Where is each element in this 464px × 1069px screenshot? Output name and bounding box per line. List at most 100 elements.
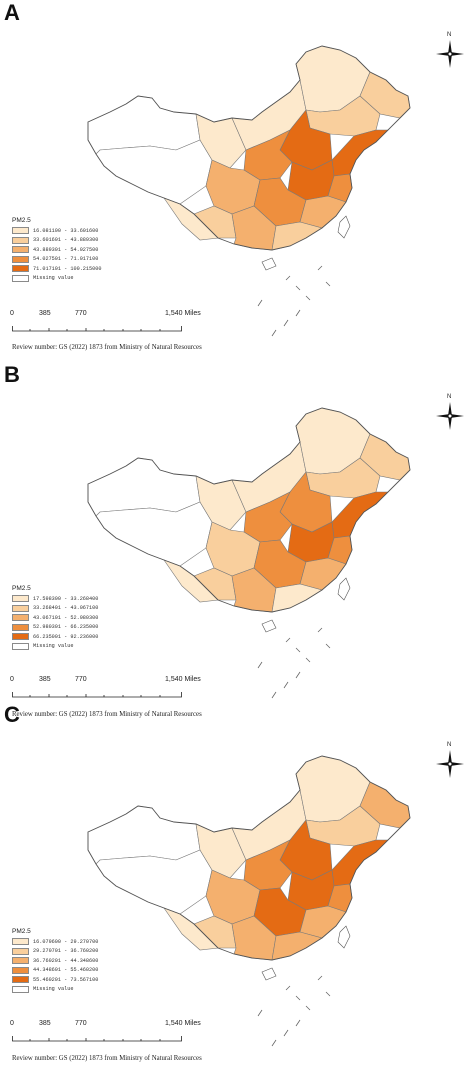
legend-entry-label: 16.081100 - 33.601600 bbox=[33, 227, 99, 234]
south-china-sea-islands bbox=[325, 281, 331, 287]
scale-bar: 0 385 770 1,540 Miles bbox=[10, 676, 202, 704]
south-china-sea-islands bbox=[325, 991, 331, 997]
legend-entry: 66.235001 - 92.236000 bbox=[12, 632, 98, 642]
legend: PM2.5 16.079600 - 29.270700 29.270701 - … bbox=[12, 928, 98, 994]
panel-label: B bbox=[4, 362, 20, 387]
legend-entry-label: 71.017101 - 100.215000 bbox=[33, 265, 102, 272]
panel-label: A bbox=[4, 0, 20, 25]
island-outline bbox=[261, 619, 277, 633]
region-missing-value bbox=[87, 805, 201, 865]
legend-swatch bbox=[12, 604, 29, 612]
scale-bar: 0 385 770 1,540 Miles bbox=[10, 310, 202, 338]
legend-swatch bbox=[12, 614, 29, 622]
legend-entry-label: 43.067101 - 52.980300 bbox=[33, 614, 99, 621]
region-pm25-class bbox=[331, 129, 389, 177]
legend-swatch bbox=[12, 938, 29, 946]
legend-entry-label: 52.980301 - 66.235000 bbox=[33, 624, 99, 631]
legend-entry-label: 36.760201 - 44.348600 bbox=[33, 957, 99, 964]
region-pm25-class bbox=[271, 931, 323, 961]
south-china-sea-islands bbox=[257, 299, 263, 307]
legend-entry: 71.017101 - 100.215000 bbox=[12, 264, 102, 274]
north-label: N bbox=[447, 32, 452, 38]
legend-entry-label: 66.235001 - 92.236000 bbox=[33, 633, 99, 640]
north-label: N bbox=[447, 742, 452, 748]
legend-entry: 52.980301 - 66.235000 bbox=[12, 623, 98, 633]
south-china-sea-islands bbox=[305, 657, 311, 663]
legend-swatch bbox=[12, 623, 29, 631]
legend-entry-label: 33.601601 - 43.889300 bbox=[33, 237, 99, 244]
country-border bbox=[87, 407, 411, 613]
legend-swatch bbox=[12, 976, 29, 984]
south-china-sea-islands bbox=[257, 1009, 263, 1017]
region-pm25-class bbox=[271, 221, 323, 251]
south-china-sea-islands bbox=[271, 1039, 277, 1047]
legend-swatch bbox=[12, 985, 29, 993]
map-panel-b: B N PM2.5 17.598300 - 33.268400 33.26840… bbox=[0, 362, 464, 718]
legend-entry-label: Missing value bbox=[33, 986, 74, 993]
island-outline bbox=[261, 967, 277, 981]
scale-label: 385 bbox=[39, 1020, 51, 1027]
legend-entry: 54.027501 - 71.017100 bbox=[12, 255, 102, 265]
south-china-sea-islands bbox=[271, 691, 277, 699]
south-china-sea-islands bbox=[325, 643, 331, 649]
south-china-sea-islands bbox=[305, 1005, 311, 1011]
map-panel-a: A N PM2.5 16.081100 - 33.601600 33.60160… bbox=[0, 0, 464, 356]
south-china-sea-islands bbox=[317, 627, 323, 633]
island-outline bbox=[337, 577, 351, 601]
country-border bbox=[87, 45, 411, 251]
scale-label: 0 bbox=[10, 1020, 14, 1027]
south-china-sea-islands bbox=[295, 995, 301, 1001]
legend-entry: 55.460201 - 73.567100 bbox=[12, 975, 98, 985]
legend-swatch bbox=[12, 274, 29, 282]
south-china-sea-islands bbox=[295, 671, 301, 679]
legend-entry-label: 43.889301 - 54.027500 bbox=[33, 246, 99, 253]
legend-entry: 36.760201 - 44.348600 bbox=[12, 956, 98, 966]
scale-label: 0 bbox=[10, 310, 14, 317]
legend-entry: 33.268401 - 43.067100 bbox=[12, 604, 98, 614]
legend-swatch bbox=[12, 633, 29, 641]
legend-swatch bbox=[12, 265, 29, 273]
legend: PM2.5 17.598300 - 33.268400 33.268401 - … bbox=[12, 585, 98, 651]
legend-entry: 16.079600 - 29.270700 bbox=[12, 937, 98, 947]
scale-label: 1,540 Miles bbox=[165, 1020, 201, 1027]
scale-label: 770 bbox=[75, 310, 87, 317]
scale-label: 1,540 Miles bbox=[165, 310, 201, 317]
legend-entry: 43.067101 - 52.980300 bbox=[12, 613, 98, 623]
legend-entry-label: 29.270701 - 36.760200 bbox=[33, 948, 99, 955]
region-pm25-class bbox=[271, 583, 323, 613]
legend-swatch bbox=[12, 957, 29, 965]
china-choropleth-map bbox=[87, 407, 411, 699]
legend-entry: 43.889301 - 54.027500 bbox=[12, 245, 102, 255]
legend-swatch bbox=[12, 642, 29, 650]
legend-entry: Missing value bbox=[12, 642, 98, 652]
legend-swatch bbox=[12, 595, 29, 603]
legend-entry-label: Missing value bbox=[33, 643, 74, 650]
south-china-sea-islands bbox=[295, 309, 301, 317]
legend-entry-label: 33.268401 - 43.067100 bbox=[33, 605, 99, 612]
legend-entry: 17.598300 - 33.268400 bbox=[12, 594, 98, 604]
map-panel-c: C N PM2.5 16.079600 - 29.270700 29.27070… bbox=[0, 702, 464, 1062]
region-pm25-class bbox=[331, 491, 389, 539]
scale-label: 0 bbox=[10, 676, 14, 683]
south-china-sea-islands bbox=[283, 319, 289, 327]
legend-entry: 29.270701 - 36.760200 bbox=[12, 947, 98, 957]
scale-label: 770 bbox=[75, 1020, 87, 1027]
review-number-note: Review number: GS (2022) 1873 from Minis… bbox=[12, 711, 202, 718]
south-china-sea-islands bbox=[295, 647, 301, 653]
legend-entry-label: 54.027501 - 71.017100 bbox=[33, 256, 99, 263]
panel-label: C bbox=[4, 702, 20, 727]
legend-entry-label: Missing value bbox=[33, 275, 74, 282]
legend-swatch bbox=[12, 236, 29, 244]
legend-entry-label: 44.348601 - 55.460200 bbox=[33, 967, 99, 974]
south-china-sea-islands bbox=[271, 329, 277, 337]
scale-label: 770 bbox=[75, 676, 87, 683]
south-china-sea-islands bbox=[257, 661, 263, 669]
south-china-sea-islands bbox=[295, 285, 301, 291]
legend-title: PM2.5 bbox=[12, 585, 31, 592]
south-china-sea-islands bbox=[295, 1019, 301, 1027]
legend-swatch bbox=[12, 227, 29, 235]
country-border bbox=[87, 755, 411, 961]
legend-entry: 44.348601 - 55.460200 bbox=[12, 966, 98, 976]
legend-entry-label: 55.460201 - 73.567100 bbox=[33, 976, 99, 983]
region-missing-value bbox=[87, 457, 201, 517]
